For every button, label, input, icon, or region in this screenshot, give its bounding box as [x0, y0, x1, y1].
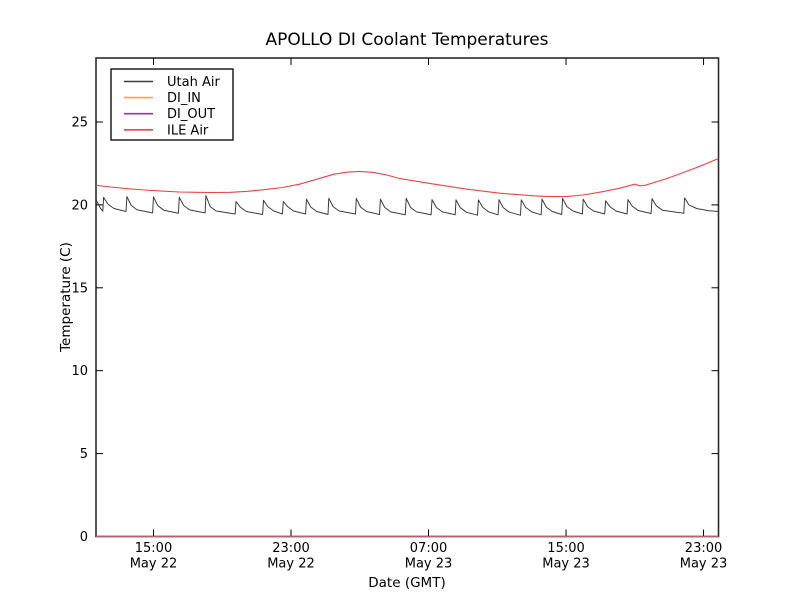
legend-item-utah-air: Utah Air — [124, 75, 220, 90]
legend-item-di-in: DI_IN — [124, 91, 201, 106]
y-tick-label: 20 — [71, 198, 88, 213]
series-line-utah-air — [95, 195, 719, 216]
x-tick-label-date: May 23 — [405, 557, 453, 572]
legend-label-di-out: DI_OUT — [167, 107, 215, 122]
x-tick-label-time: 07:00 — [410, 541, 447, 556]
y-tick-label: 5 — [80, 447, 88, 462]
x-tick-label-time: 15:00 — [135, 541, 172, 556]
y-tick-label: 15 — [71, 281, 88, 296]
legend-label-ile-air: ILE Air — [167, 123, 209, 138]
x-tick-label-time: 15:00 — [547, 541, 584, 556]
x-tick-label-date: May 22 — [267, 557, 315, 572]
x-tick-label-date: May 23 — [542, 557, 590, 572]
series-layer — [95, 157, 719, 538]
y-tick-label: 0 — [80, 530, 88, 545]
legend-label-utah-air: Utah Air — [167, 75, 220, 90]
series-line-ile-air — [96, 157, 719, 198]
x-tick-label-date: May 22 — [130, 557, 178, 572]
x-axis-label: Date (GMT) — [368, 575, 445, 591]
legend-label-di-in: DI_IN — [167, 91, 201, 106]
y-tick-label: 10 — [71, 364, 88, 379]
x-tick-label-date: May 23 — [680, 557, 728, 572]
x-tick-label-time: 23:00 — [685, 541, 722, 556]
legend: Utah Air DI_IN DI_OUT ILE Air — [110, 68, 234, 141]
legend-item-ile-air: ILE Air — [124, 123, 209, 138]
x-tick-label-time: 23:00 — [272, 541, 309, 556]
chart-title: APOLLO DI Coolant Temperatures — [265, 30, 548, 50]
y-tick-label: 25 — [71, 115, 88, 130]
y-axis-label: Temperature (C) — [58, 242, 74, 353]
legend-item-di-out: DI_OUT — [124, 107, 215, 122]
